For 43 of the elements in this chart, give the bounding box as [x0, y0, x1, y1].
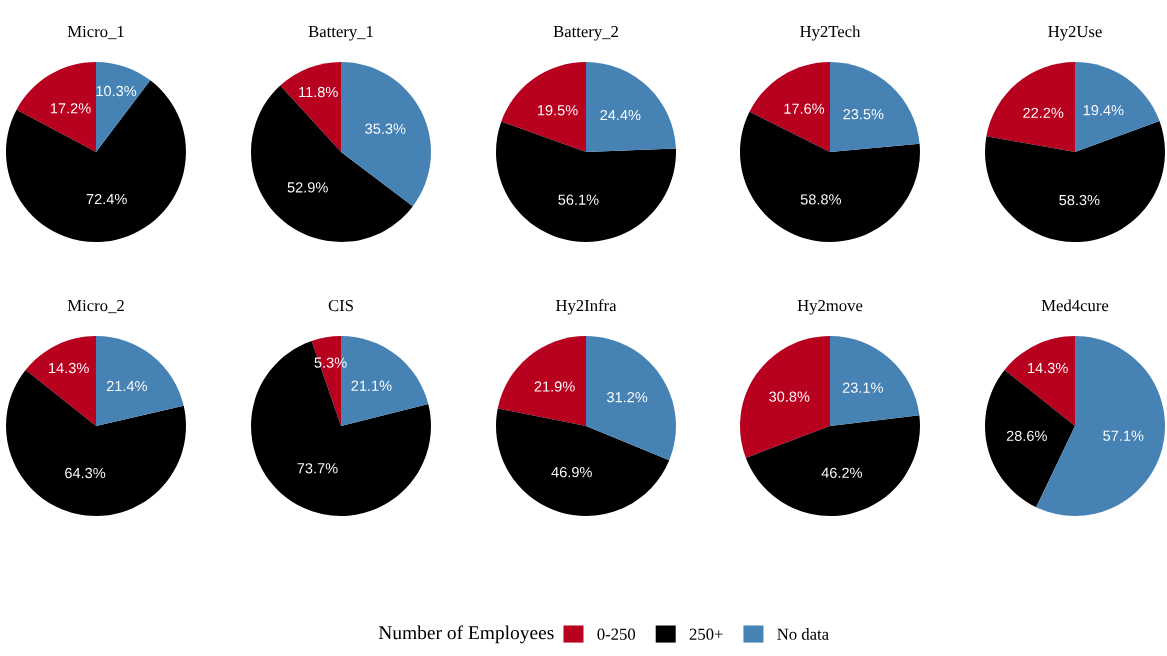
data-label: 58.3% — [1059, 194, 1100, 206]
data-label: 14.3% — [49, 362, 89, 374]
chart-title: Med4cure — [1041, 299, 1109, 312]
chart-title: Battery_2 — [553, 25, 618, 41]
chart-title: Hy2Infra — [555, 299, 617, 315]
data-label: 64.3% — [65, 467, 106, 479]
legend-title: Number of Employees — [378, 625, 554, 644]
legend-label: No data — [777, 628, 829, 640]
data-label: 73.7% — [297, 463, 338, 474]
data-label: 14.3% — [1028, 362, 1068, 374]
data-label: 17.2% — [50, 103, 91, 114]
data-label: 17.6% — [784, 103, 825, 114]
data-label: 46.9% — [551, 466, 592, 478]
data-label: 19.5% — [537, 105, 578, 116]
chart-title: Hy2Tech — [800, 25, 861, 41]
chart-title: Hy2Use — [1048, 25, 1102, 41]
chart-title: Battery_1 — [308, 26, 373, 41]
chart-title: Micro_2 — [67, 299, 124, 314]
data-label: 24.4% — [600, 109, 641, 121]
data-label: 23.1% — [842, 382, 883, 393]
data-label: 11.8% — [299, 86, 338, 98]
data-label: 46.2% — [821, 467, 862, 478]
legend-label: 0-250 — [597, 628, 636, 640]
data-label: 31.2% — [607, 392, 648, 403]
legend-label: 250+ — [689, 628, 723, 640]
data-label: 28.6% — [1006, 430, 1047, 442]
chart-title: Micro_1 — [67, 25, 124, 40]
data-label: 57.1% — [1103, 430, 1144, 441]
data-label: 30.8% — [769, 391, 810, 402]
data-label: 21.4% — [106, 380, 147, 392]
data-label: 21.9% — [534, 381, 575, 392]
data-label: 21.1% — [351, 380, 392, 391]
data-label: 22.2% — [1023, 107, 1064, 118]
chart-title: CIS — [328, 299, 353, 312]
chart-title: Hy2move — [797, 299, 863, 315]
data-label: 35.3% — [365, 123, 406, 134]
data-label: 56.1% — [558, 194, 599, 205]
data-label: 10.3% — [96, 85, 137, 97]
data-label: 23.5% — [843, 109, 884, 120]
data-label: 58.8% — [800, 194, 842, 205]
data-label: 19.4% — [1083, 105, 1124, 116]
data-label: 52.9% — [287, 182, 328, 193]
data-label: 72.4% — [86, 193, 127, 205]
